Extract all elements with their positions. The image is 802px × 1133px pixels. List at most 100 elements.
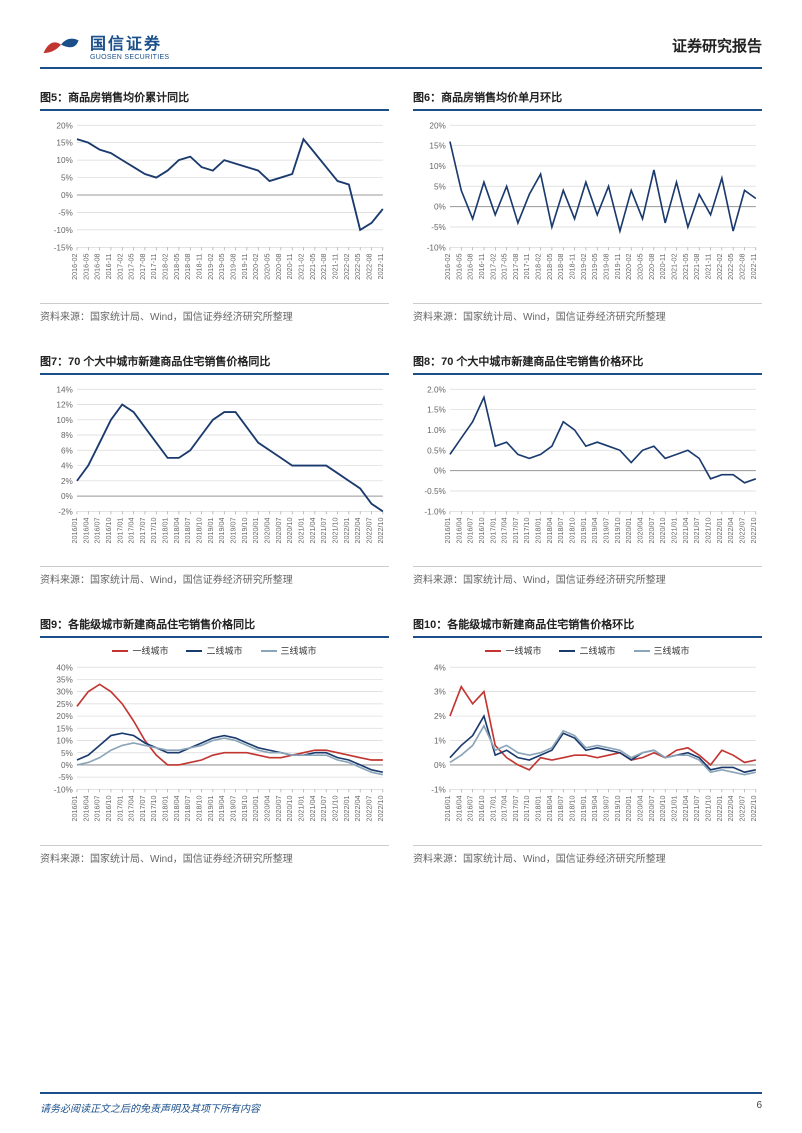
svg-text:2018/01: 2018/01 [535, 796, 543, 822]
svg-text:2020/10: 2020/10 [659, 517, 667, 543]
chart-10-area: 一线城市二线城市三线城市-1%0%1%2%3%4%2016/012016/042… [413, 644, 762, 846]
svg-text:2017/01: 2017/01 [489, 796, 497, 822]
chart-svg: -1.0%-0.5%0%0.5%1.0%1.5%2.0%2016/012016/… [413, 381, 762, 561]
chart-5-area: -15%-10%-5%0%5%10%15%20%2016-022016-0520… [40, 117, 389, 304]
svg-text:2020-05: 2020-05 [637, 254, 645, 280]
svg-text:2016/04: 2016/04 [82, 796, 90, 822]
svg-text:2018/04: 2018/04 [173, 517, 181, 543]
svg-text:2021/07: 2021/07 [693, 796, 701, 822]
svg-text:2020-02: 2020-02 [252, 254, 260, 280]
svg-text:-10%: -10% [54, 226, 73, 235]
legend-item: 三线城市 [261, 644, 317, 657]
svg-text:2022-11: 2022-11 [750, 254, 758, 280]
svg-text:2016-11: 2016-11 [105, 254, 113, 280]
legend-item: 三线城市 [634, 644, 690, 657]
svg-text:12%: 12% [56, 400, 72, 409]
svg-text:2020/07: 2020/07 [275, 796, 283, 822]
footer-disclaimer: 请务必阅读正文之后的免责声明及其项下所有内容 [40, 1100, 260, 1115]
chart-8: 图8：70 个大中城市新建商品住宅销售价格环比 -1.0%-0.5%0%0.5%… [413, 353, 762, 597]
svg-text:2020-08: 2020-08 [648, 254, 656, 280]
svg-text:2019-08: 2019-08 [230, 254, 238, 280]
svg-text:2020/04: 2020/04 [637, 796, 645, 822]
svg-text:4%: 4% [434, 664, 446, 673]
svg-text:2017-05: 2017-05 [501, 254, 509, 280]
svg-text:2019/04: 2019/04 [218, 796, 226, 822]
chart-7-title: 图7：70 个大中城市新建商品住宅销售价格同比 [40, 353, 389, 375]
svg-text:2016-05: 2016-05 [455, 254, 463, 280]
svg-text:2021-05: 2021-05 [682, 254, 690, 280]
svg-text:2019/01: 2019/01 [207, 517, 215, 543]
svg-text:2017/07: 2017/07 [139, 517, 147, 543]
svg-text:0%: 0% [434, 761, 446, 770]
legend-item: 一线城市 [485, 644, 541, 657]
svg-text:2019/01: 2019/01 [580, 796, 588, 822]
svg-text:1.0%: 1.0% [427, 426, 446, 435]
chart-legend: 一线城市 二线城市 三线城市 [40, 644, 389, 657]
svg-text:2021/04: 2021/04 [682, 517, 690, 543]
svg-text:2022/01: 2022/01 [716, 517, 724, 543]
svg-text:-10%: -10% [427, 243, 446, 252]
svg-text:2021/01: 2021/01 [298, 517, 306, 543]
chart-8-title: 图8：70 个大中城市新建商品住宅销售价格环比 [413, 353, 762, 375]
svg-text:2018-05: 2018-05 [546, 254, 554, 280]
svg-text:2016-11: 2016-11 [478, 254, 486, 280]
guosen-logo-icon [40, 32, 82, 60]
svg-text:2022-11: 2022-11 [377, 254, 385, 280]
svg-text:2018/04: 2018/04 [546, 796, 554, 822]
chart-6-area: -10%-5%0%5%10%15%20%2016-022016-052016-0… [413, 117, 762, 304]
svg-text:2017/04: 2017/04 [501, 517, 509, 543]
svg-text:2019/07: 2019/07 [603, 517, 611, 543]
svg-text:2017-02: 2017-02 [116, 254, 124, 280]
svg-text:15%: 15% [56, 139, 72, 148]
svg-text:15%: 15% [429, 142, 445, 151]
svg-text:2021/10: 2021/10 [332, 796, 340, 822]
svg-text:0%: 0% [434, 203, 446, 212]
legend-label: 二线城市 [206, 644, 242, 657]
svg-text:2022/04: 2022/04 [727, 796, 735, 822]
svg-text:2020/10: 2020/10 [286, 517, 294, 543]
svg-text:2022/10: 2022/10 [377, 796, 385, 822]
legend-label: 一线城市 [132, 644, 168, 657]
svg-text:2018/01: 2018/01 [162, 517, 170, 543]
svg-text:2021-08: 2021-08 [320, 254, 328, 280]
svg-text:2019/01: 2019/01 [580, 517, 588, 543]
chart-7-area: -2%0%2%4%6%8%10%12%14%2016/012016/042016… [40, 381, 389, 568]
svg-text:2021-02: 2021-02 [671, 254, 679, 280]
logo-text: 国信证券 GUOSEN SECURITIES [90, 30, 169, 61]
chart-legend: 一线城市 二线城市 三线城市 [413, 644, 762, 657]
svg-text:2020-05: 2020-05 [264, 254, 272, 280]
svg-text:2022/07: 2022/07 [739, 796, 747, 822]
svg-text:2018-08: 2018-08 [557, 254, 565, 280]
svg-text:2017/04: 2017/04 [501, 796, 509, 822]
svg-text:1.5%: 1.5% [427, 405, 446, 414]
svg-text:2017/10: 2017/10 [523, 796, 531, 822]
legend-label: 一线城市 [505, 644, 541, 657]
legend-item: 二线城市 [559, 644, 615, 657]
legend-item: 一线城市 [112, 644, 168, 657]
svg-text:2018/10: 2018/10 [569, 517, 577, 543]
svg-text:2022-08: 2022-08 [739, 254, 747, 280]
svg-text:2021/10: 2021/10 [705, 796, 713, 822]
svg-text:2019/10: 2019/10 [614, 517, 622, 543]
svg-text:2016/04: 2016/04 [455, 517, 463, 543]
svg-text:2019/04: 2019/04 [591, 796, 599, 822]
svg-text:2018/04: 2018/04 [546, 517, 554, 543]
svg-text:2016/01: 2016/01 [71, 796, 79, 822]
svg-text:2020/01: 2020/01 [252, 796, 260, 822]
svg-text:20%: 20% [56, 712, 72, 721]
svg-text:2019/07: 2019/07 [230, 517, 238, 543]
svg-text:2021/04: 2021/04 [682, 796, 690, 822]
svg-text:2020/07: 2020/07 [275, 517, 283, 543]
svg-text:20%: 20% [56, 121, 72, 130]
svg-text:2020-08: 2020-08 [275, 254, 283, 280]
svg-text:20%: 20% [429, 121, 445, 130]
chart-5-title: 图5：商品房销售均价累计同比 [40, 89, 389, 111]
svg-text:2022/01: 2022/01 [343, 796, 351, 822]
chart-svg: -10%-5%0%5%10%15%20%2016-022016-052016-0… [413, 117, 762, 297]
chart-8-area: -1.0%-0.5%0%0.5%1.0%1.5%2.0%2016/012016/… [413, 381, 762, 568]
svg-text:2017/07: 2017/07 [512, 796, 520, 822]
svg-text:2021/01: 2021/01 [298, 796, 306, 822]
svg-text:30%: 30% [56, 688, 72, 697]
svg-text:-1.0%: -1.0% [424, 507, 445, 516]
chart-10-title: 图10：各能级城市新建商品住宅销售价格环比 [413, 616, 762, 638]
